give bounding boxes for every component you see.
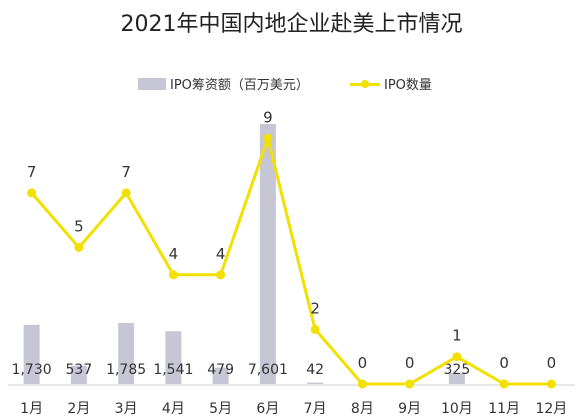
bar <box>307 382 324 384</box>
line-point <box>27 188 37 198</box>
line-point <box>405 379 415 389</box>
bar <box>118 322 135 384</box>
legend-item-count: IPO数量 <box>350 74 432 93</box>
x-tick-label: 4月 <box>162 401 185 417</box>
line-point <box>263 133 273 143</box>
bar <box>70 365 87 384</box>
legend-item-funding: IPO筹资额（百万美元） <box>138 74 309 93</box>
bar-value-label: 1,541 <box>153 362 193 378</box>
x-tick-label: 7月 <box>304 401 327 417</box>
line-point <box>168 270 178 280</box>
x-tick-label: 1月 <box>20 401 43 417</box>
chart-title: 2021年中国内地企业赴美上市情况 <box>120 12 463 37</box>
bar-value-label: 479 <box>207 362 234 378</box>
line-value-label: 9 <box>263 108 273 126</box>
line-point <box>499 379 509 389</box>
line-value-label: 4 <box>169 245 179 263</box>
x-tick-label: 9月 <box>398 401 421 417</box>
bar <box>448 372 465 384</box>
bar-value-label: 7,601 <box>248 362 288 378</box>
line-value-label: 5 <box>74 218 84 236</box>
bar-value-label: 537 <box>66 362 93 378</box>
line-series-count <box>30 136 552 386</box>
bar-value-label: 1,785 <box>106 362 146 378</box>
bar <box>259 124 276 384</box>
line-value-label: 2 <box>310 299 320 317</box>
line-value-label: 0 <box>547 354 557 372</box>
legend-swatch-bar <box>138 77 166 90</box>
legend-label-count: IPO数量 <box>384 78 432 93</box>
line-point <box>546 379 556 389</box>
bar <box>212 367 229 384</box>
line-point <box>357 379 367 389</box>
line-point <box>452 352 462 362</box>
line-value-label: 0 <box>405 354 415 372</box>
x-tick-label: 12月 <box>535 401 567 417</box>
x-tick-label: 2月 <box>67 401 90 417</box>
line-value-label: 7 <box>27 163 37 181</box>
line-point <box>216 270 226 280</box>
bar-value-label: 42 <box>306 362 324 378</box>
line-point <box>121 188 131 198</box>
legend-swatch-line <box>350 78 380 90</box>
x-tick-label: 3月 <box>115 401 138 417</box>
bar <box>23 324 40 384</box>
x-tick-label: 6月 <box>256 401 279 417</box>
line-value-label: 0 <box>499 354 509 372</box>
line-point <box>310 324 320 334</box>
line-value-label: 1 <box>452 327 462 345</box>
line-value-label: 7 <box>121 163 131 181</box>
line-point <box>74 243 84 252</box>
x-tick-label: 8月 <box>351 401 374 417</box>
x-tick-label: 10月 <box>441 401 473 417</box>
line-value-label: 0 <box>358 354 368 372</box>
bar <box>165 331 182 384</box>
bar-value-label: 1,730 <box>12 362 52 378</box>
bar-value-label: 325 <box>444 362 471 378</box>
legend-label-funding: IPO筹资额（百万美元） <box>170 78 309 93</box>
line-value-label: 4 <box>216 245 226 263</box>
x-tick-label: 5月 <box>209 401 232 417</box>
x-tick-label: 11月 <box>488 401 520 417</box>
